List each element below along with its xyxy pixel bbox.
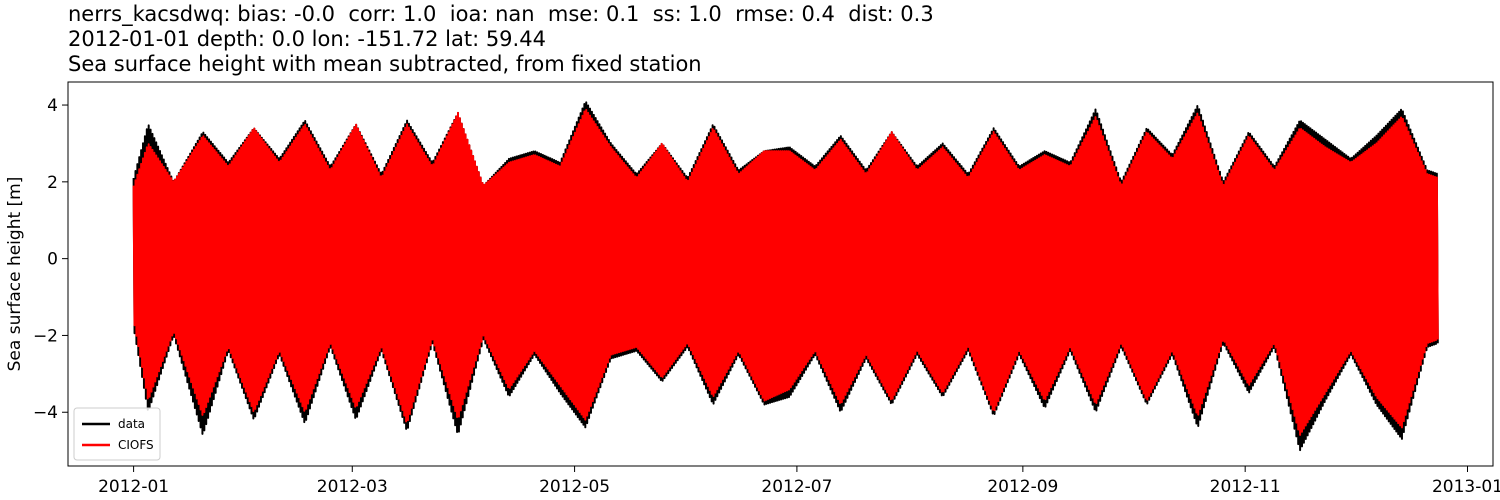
title-line-location: 2012-01-01 depth: 0.0 lon: -151.72 lat: …: [68, 27, 546, 51]
x-axis: 2012-01 2012-03 2012-05 2012-07 2012-09 2012-…: [98, 466, 1500, 497]
chart-title: nerrs_kacsdwq: bias: -0.0 corr: 1.0 ioa:…: [68, 2, 934, 77]
y-tick-label: 4: [47, 96, 58, 116]
legend: data CIOFS: [73, 407, 161, 461]
x-tick-label: 2012-11: [1210, 477, 1281, 497]
title-line-stats: nerrs_kacsdwq: bias: -0.0 corr: 1.0 ioa:…: [68, 2, 934, 26]
legend-label-ciofs: CIOFS: [118, 438, 154, 452]
legend-label-data: data: [118, 417, 145, 431]
plot-area: [132, 101, 1439, 452]
x-tick-label: 2013-01: [1432, 477, 1500, 497]
series-line-ciofs: [132, 108, 1439, 436]
title-line-description: Sea surface height with mean subtracted,…: [68, 52, 702, 76]
plot-frame: [67, 81, 1494, 467]
y-tick-label: 2: [47, 173, 58, 193]
x-tick-label: 2012-07: [761, 477, 832, 497]
x-tick-label: 2012-01: [98, 477, 169, 497]
x-tick-label: 2012-05: [539, 477, 610, 497]
y-tick-label: 0: [47, 250, 58, 270]
y-tick-label: −2: [33, 326, 58, 346]
legend-box: [73, 407, 161, 461]
y-axis-label: Sea surface height [m]: [5, 177, 25, 372]
y-tick-label: −4: [33, 403, 58, 423]
x-tick-label: 2012-09: [987, 477, 1058, 497]
y-axis: −4 −2 0 2 4: [33, 96, 68, 423]
x-tick-label: 2012-03: [317, 477, 388, 497]
